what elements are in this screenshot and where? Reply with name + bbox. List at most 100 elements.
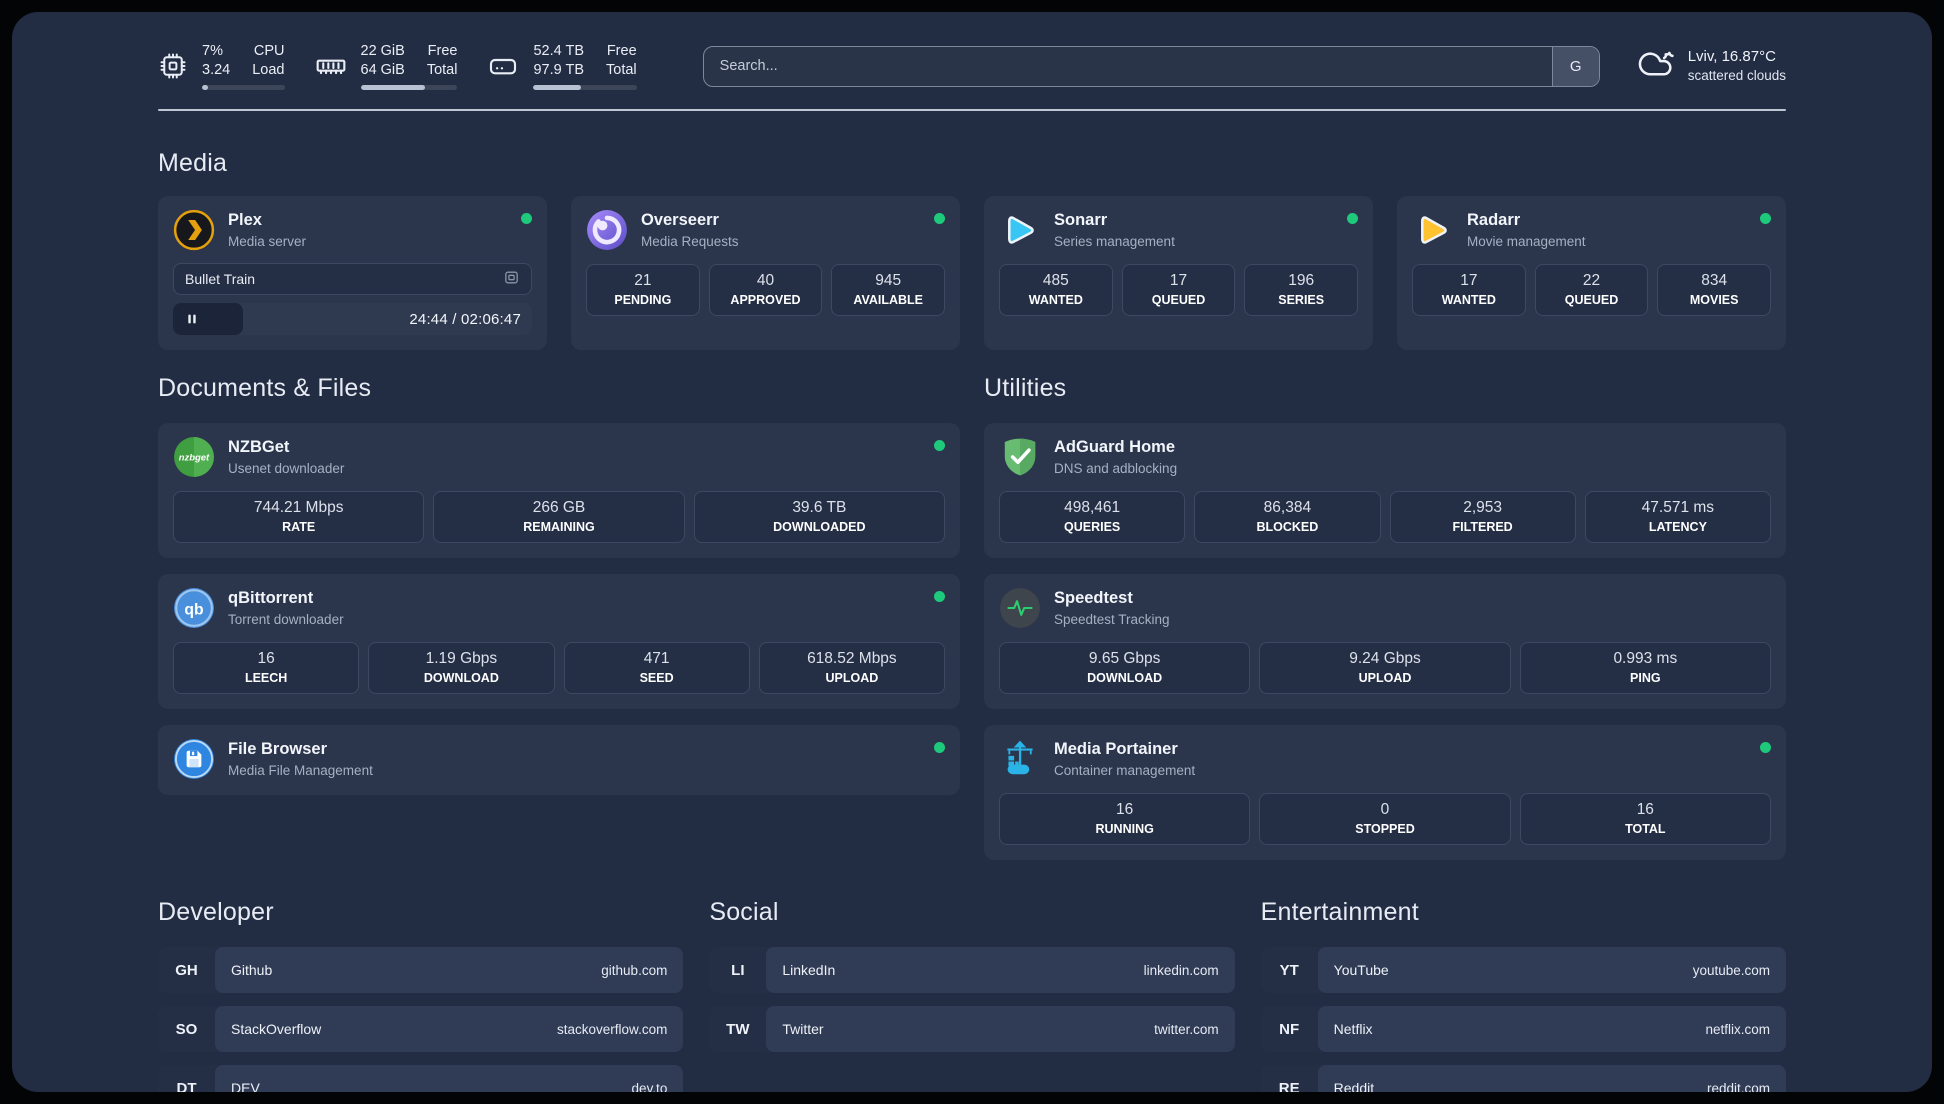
dashboard: 7% 3.24 CPU Load xyxy=(12,12,1932,1092)
disk-drive-icon xyxy=(487,50,519,82)
status-dot xyxy=(934,742,945,753)
stat-label: SERIES xyxy=(1278,293,1325,307)
bookmark-abbr: RE xyxy=(1278,1079,1300,1093)
app-description: Media File Management xyxy=(228,762,373,778)
stat-label: STOPPED xyxy=(1355,822,1415,836)
app-card-overseerr[interactable]: Overseerr Media Requests 21 PENDING 40 A… xyxy=(571,196,960,350)
bookmark-netflix[interactable]: NF Netflix netflix.com xyxy=(1260,1006,1786,1052)
app-card-speedtest[interactable]: Speedtest Speedtest Tracking 9.65 Gbps D… xyxy=(984,574,1786,709)
app-card-portainer[interactable]: Media Portainer Container management 16 … xyxy=(984,725,1786,860)
bookmark-reddit[interactable]: RE Reddit reddit.com xyxy=(1260,1065,1786,1093)
bookmark-name: Reddit xyxy=(1333,1080,1375,1092)
disk-progress-bar xyxy=(533,85,637,91)
stat-value: 618.52 Mbps xyxy=(807,650,897,667)
plex-icon xyxy=(173,209,215,251)
app-description: Usenet downloader xyxy=(228,460,345,476)
cpu-chip-icon xyxy=(158,51,188,81)
stat-label: LATENCY xyxy=(1648,520,1707,534)
stat-label: TOTAL xyxy=(1625,822,1666,836)
speedtest-icon xyxy=(999,587,1041,629)
stat-label: LEECH xyxy=(244,671,288,685)
section-title-social: Social xyxy=(709,898,779,926)
app-card-nzbget[interactable]: nzbget NZBGet Usenet downloader 744.21 M… xyxy=(158,423,960,558)
media-grid: Plex Media server Bullet Train xyxy=(158,196,1786,350)
stat-box: 2,953 FILTERED xyxy=(1389,491,1576,543)
bookmark-dev[interactable]: DT DEV dev.to xyxy=(158,1065,684,1092)
stat-value: 196 xyxy=(1288,272,1315,289)
stat-box: 9.65 Gbps DOWNLOAD xyxy=(999,642,1251,694)
bookmark-linkedin[interactable]: LI LinkedIn linkedin.com xyxy=(709,947,1235,993)
bookmark-name: Github xyxy=(231,962,273,978)
bookmark-abbr: GH xyxy=(175,961,198,979)
stat-box: 945 AVAILABLE xyxy=(831,264,946,316)
search-input[interactable] xyxy=(702,45,1600,87)
bookmark-github[interactable]: GH Github github.com xyxy=(158,947,684,993)
app-card-radarr[interactable]: Radarr Movie management 17 WANTED 22 QUE… xyxy=(1397,196,1786,350)
stat-value: 485 xyxy=(1042,272,1069,289)
stat-box: 47.571 ms LATENCY xyxy=(1584,491,1771,543)
disk-total-label: Total xyxy=(606,61,637,78)
stat-box: 0.993 ms PING xyxy=(1519,642,1771,694)
app-card-qbittorrent[interactable]: qb qBittorrent Torrent downloader 16 LEE… xyxy=(158,574,960,709)
stat-box: 1.19 Gbps DOWNLOAD xyxy=(368,642,555,694)
cpu-progress-fill xyxy=(202,85,208,91)
app-card-adguard[interactable]: AdGuard Home DNS and adblocking 498,461 … xyxy=(984,423,1786,558)
stat-label: DOWNLOADED xyxy=(773,520,866,534)
stat-box: 16 TOTAL xyxy=(1519,793,1771,845)
stat-label: QUEUED xyxy=(1564,293,1619,307)
cpu-widget: 7% 3.24 CPU Load xyxy=(158,42,285,91)
app-name: Media Portainer xyxy=(1054,740,1178,759)
bookmark-url: netflix.com xyxy=(1705,1021,1770,1037)
playback-progress-fill xyxy=(173,303,243,335)
cpu-load-value: 3.24 xyxy=(202,61,231,78)
bookmark-name: Twitter xyxy=(782,1021,824,1037)
stat-label: FILTERED xyxy=(1452,520,1513,534)
cpu-load-label: Load xyxy=(252,61,285,78)
stat-label: WANTED xyxy=(1028,293,1083,307)
bookmark-twitter[interactable]: TW Twitter twitter.com xyxy=(709,1006,1235,1052)
disk-total-value: 97.9 TB xyxy=(533,61,585,78)
app-name: Plex xyxy=(228,211,262,230)
stat-value: 22 xyxy=(1582,272,1601,289)
overseerr-icon xyxy=(586,209,628,251)
stat-box: 16 LEECH xyxy=(173,642,360,694)
stat-value: 9.24 Gbps xyxy=(1349,650,1421,667)
bookmark-stackoverflow[interactable]: SO StackOverflow stackoverflow.com xyxy=(158,1006,684,1052)
stat-label: MOVIES xyxy=(1689,293,1739,307)
app-card-plex[interactable]: Plex Media server Bullet Train xyxy=(158,196,547,350)
stat-box: 618.52 Mbps UPLOAD xyxy=(758,642,945,694)
stat-label: PING xyxy=(1630,671,1661,685)
bookmark-name: Netflix xyxy=(1333,1021,1373,1037)
app-description: Container management xyxy=(1054,762,1196,778)
status-dot xyxy=(1760,742,1771,753)
bookmark-name: StackOverflow xyxy=(231,1021,322,1037)
playback-time: 24:44 / 02:06:47 xyxy=(409,310,521,328)
stat-box: 40 APPROVED xyxy=(708,264,823,316)
stat-value: 2,953 xyxy=(1463,499,1503,516)
stat-label: DOWNLOAD xyxy=(423,671,499,685)
status-dot xyxy=(521,213,532,224)
app-name: File Browser xyxy=(228,740,328,759)
bookmark-url: reddit.com xyxy=(1706,1080,1770,1093)
app-card-sonarr[interactable]: Sonarr Series management 485 WANTED 17 Q… xyxy=(984,196,1373,350)
app-description: DNS and adblocking xyxy=(1054,460,1178,476)
adguard-icon xyxy=(999,436,1041,478)
app-description: Torrent downloader xyxy=(228,611,344,627)
disk-widget: 52.4 TB 97.9 TB Free Total xyxy=(487,42,637,91)
stat-value: 0 xyxy=(1380,801,1390,818)
stat-label: RATE xyxy=(282,520,316,534)
app-name: NZBGet xyxy=(228,438,290,457)
bookmark-abbr: YT xyxy=(1279,961,1299,979)
disk-free-label: Free xyxy=(606,42,637,59)
plex-now-playing: Bullet Train 24:44 / 02:06:47 xyxy=(173,263,532,335)
cpu-progress-bar xyxy=(202,85,285,91)
radarr-icon xyxy=(1412,209,1454,251)
app-description: Media server xyxy=(228,233,307,249)
search-engine-button[interactable]: G xyxy=(1551,46,1599,86)
status-dot xyxy=(934,440,945,451)
app-card-filebrowser[interactable]: File Browser Media File Management xyxy=(158,725,960,795)
bookmark-name: LinkedIn xyxy=(782,962,836,978)
stat-value: 16 xyxy=(1636,801,1654,818)
app-name: Speedtest xyxy=(1054,589,1133,608)
bookmark-youtube[interactable]: YT YouTube youtube.com xyxy=(1260,947,1786,993)
